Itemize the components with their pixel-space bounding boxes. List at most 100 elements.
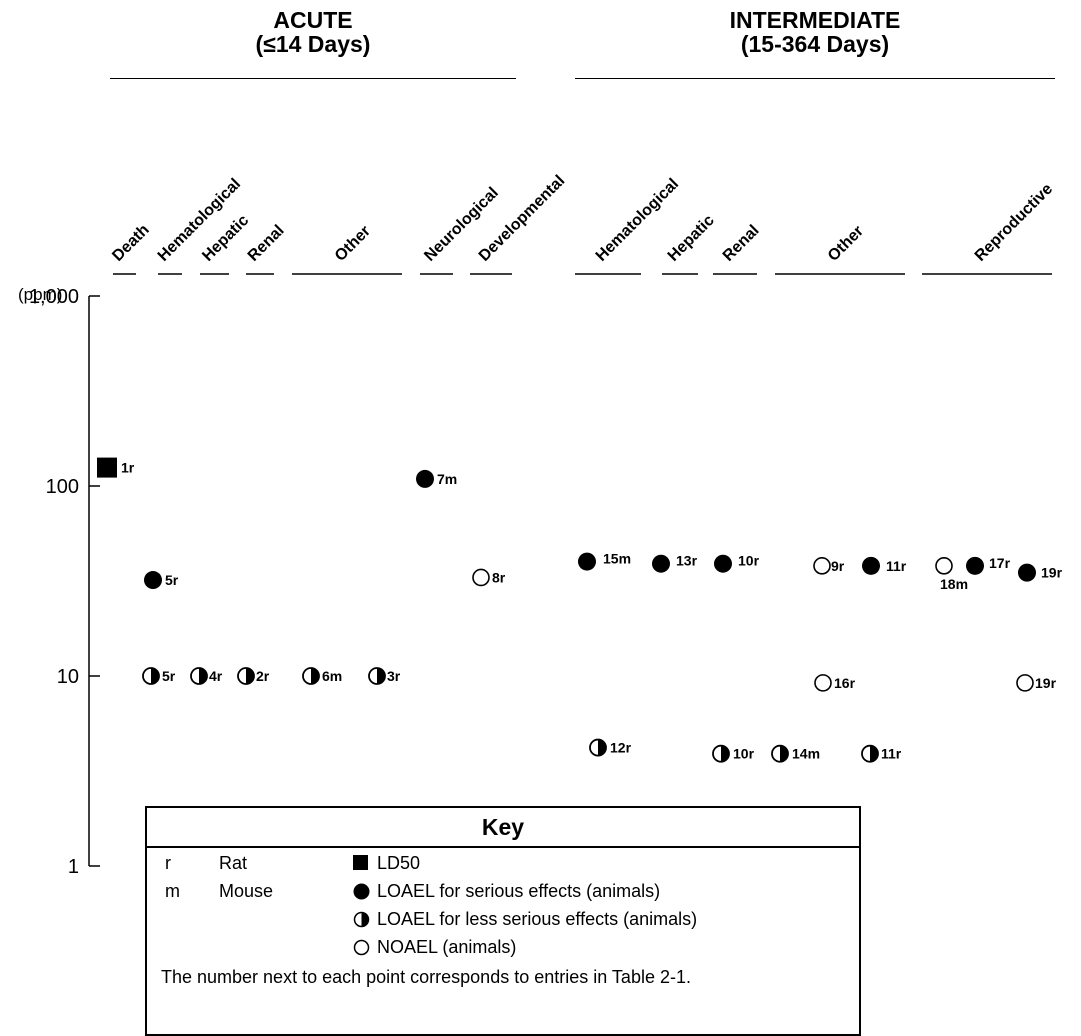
category-label-renal: Renal — [245, 222, 288, 265]
acute-header: ACUTE (≤14 Days) — [110, 8, 516, 56]
noael-marker — [935, 557, 953, 575]
data-point: 12r — [589, 738, 632, 757]
loael-less-serious-marker-fill — [721, 745, 729, 762]
acute-subtitle: (≤14 Days) — [255, 31, 371, 57]
loael-less-serious-marker-fill — [598, 739, 606, 756]
y-unit-label: (ppm) — [18, 285, 62, 304]
loael-serious-marker — [862, 556, 880, 575]
point-label: 19r — [1041, 565, 1063, 581]
data-point: 6m — [302, 667, 342, 685]
key-species-code-rat: r — [165, 853, 171, 873]
loael-less-serious-marker-fill — [199, 668, 207, 684]
data-point: 7m — [416, 469, 457, 488]
data-point: 13r — [652, 553, 698, 573]
point-label: 18m — [940, 576, 968, 592]
loael-less-serious-marker-fill — [870, 745, 878, 762]
point-label: 1r — [121, 460, 135, 476]
noael-marker — [814, 674, 832, 692]
point-label: 2r — [256, 668, 270, 684]
noael-marker — [472, 568, 490, 587]
loael-serious-marker — [144, 571, 162, 590]
point-label: 5r — [165, 572, 179, 588]
loael-serious-marker — [578, 552, 596, 571]
intermediate-header-rule — [575, 78, 1055, 79]
key-species-code-mouse: m — [165, 881, 180, 901]
acute-title: ACUTE — [273, 7, 353, 33]
data-point: 14m — [771, 744, 820, 763]
data-point: 8r — [472, 568, 506, 587]
data-point: 5r — [142, 667, 176, 685]
point-label: 12r — [610, 740, 632, 756]
intermediate-title: INTERMEDIATE — [729, 7, 901, 33]
data-point: 18m — [935, 557, 968, 592]
key-ld50-icon — [353, 855, 368, 870]
point-label: 13r — [676, 553, 698, 569]
data-point: 11r — [862, 556, 907, 575]
data-point: 9r — [813, 557, 845, 575]
data-point: 10r — [712, 744, 755, 763]
key-loael-less-serious-icon — [353, 911, 370, 928]
loael-serious-marker — [416, 469, 434, 488]
data-point: 16r — [814, 674, 856, 692]
loael-less-serious-marker-fill — [377, 668, 385, 684]
y-tick-label: 1 — [68, 856, 79, 878]
data-point: 19r — [1016, 674, 1057, 692]
legend-key: Key r Rat m Mouse LD50 LOAEL for serious… — [145, 806, 861, 1036]
key-loael-serious-text: LOAEL for serious effects (animals) — [377, 881, 661, 901]
loael-less-serious-marker-fill — [311, 668, 319, 684]
category-label-other: Other — [332, 223, 374, 265]
data-point: 2r — [237, 667, 270, 685]
loael-less-serious-marker-fill — [780, 745, 788, 762]
loael-less-serious-marker-fill — [151, 668, 159, 684]
key-loael-less-serious-text: LOAEL for less serious effects (animals) — [377, 909, 698, 929]
key-ld50-text: LD50 — [377, 853, 421, 873]
noael-marker — [1016, 674, 1034, 692]
key-species-name-rat: Rat — [219, 853, 248, 873]
category-label-renal: Renal — [720, 222, 763, 265]
intermediate-subtitle: (15-364 Days) — [740, 31, 890, 57]
loael-serious-marker — [966, 556, 984, 575]
data-point: 3r — [368, 667, 401, 685]
point-label: 6m — [322, 668, 342, 684]
data-point: 4r — [190, 667, 223, 685]
point-label: 15m — [603, 551, 631, 567]
data-point: 19r — [1018, 563, 1063, 582]
ld50-marker — [97, 457, 117, 478]
y-tick-label: 1,000 — [29, 286, 79, 308]
data-point: 1r — [97, 457, 135, 478]
point-label: 10r — [738, 553, 760, 569]
point-label: 10r — [733, 746, 755, 762]
point-label: 7m — [437, 471, 457, 487]
point-label: 8r — [492, 569, 506, 585]
point-label: 14m — [792, 746, 820, 762]
category-label-reproductive: Reproductive — [972, 180, 1056, 264]
key-footnote: The number next to each point correspond… — [161, 967, 691, 987]
data-point: 11r — [861, 744, 902, 763]
point-label: 17r — [989, 555, 1011, 571]
noael-marker — [813, 557, 831, 575]
data-point: 15m — [578, 551, 631, 571]
key-loael-serious-icon — [353, 883, 370, 900]
loael-serious-marker — [1018, 563, 1036, 582]
key-species-name-mouse: Mouse — [219, 881, 274, 901]
loael-serious-marker — [652, 554, 670, 573]
key-noael-icon — [353, 939, 370, 956]
data-point: 10r — [714, 553, 760, 573]
point-label: 19r — [1035, 675, 1057, 691]
key-noael-text: NOAEL (animals) — [377, 937, 517, 957]
intermediate-header: INTERMEDIATE (15-364 Days) — [575, 8, 1055, 56]
y-tick-label: 10 — [57, 666, 79, 688]
key-title: Key — [147, 808, 859, 848]
point-label: 9r — [831, 558, 845, 574]
point-label: 11r — [881, 746, 902, 762]
category-label-death: Death — [109, 221, 152, 264]
data-point: 5r — [144, 571, 179, 590]
category-label-other: Other — [825, 223, 867, 265]
point-label: 5r — [162, 668, 176, 684]
acute-header-rule — [110, 78, 516, 79]
y-tick-label: 100 — [46, 476, 79, 498]
point-label: 16r — [834, 675, 856, 691]
point-label: 3r — [387, 668, 401, 684]
data-point: 17r — [966, 555, 1011, 575]
